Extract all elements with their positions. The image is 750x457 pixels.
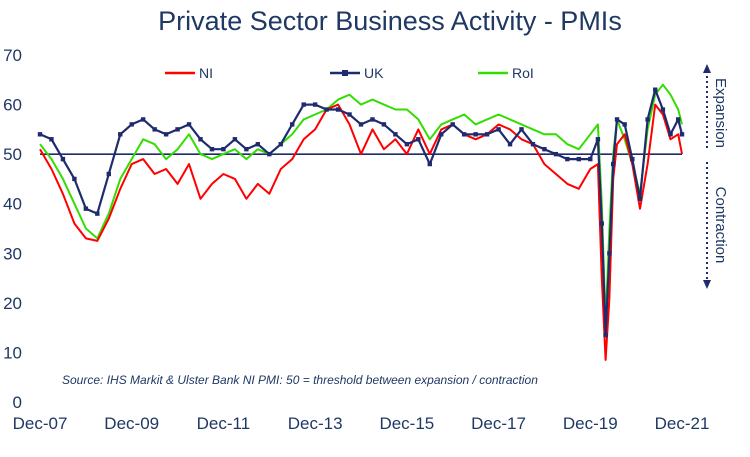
uk-marker: [152, 127, 157, 132]
uk-marker: [595, 137, 601, 142]
series-line-uk: [39, 88, 684, 337]
expansion-contraction-annotation: Expansion Contraction: [703, 64, 729, 289]
series-line-roi: [39, 83, 683, 324]
uk-marker: [473, 132, 478, 137]
uk-marker: [221, 146, 226, 152]
chart-title: Private Sector Business Activity - PMIs: [158, 6, 622, 36]
x-tick-label: Dec-17: [471, 414, 526, 433]
uk-marker: [614, 117, 620, 122]
uk-marker: [118, 132, 123, 137]
uk-marker: [519, 127, 524, 132]
uk-marker: [37, 132, 43, 137]
y-tick-label: 20: [3, 294, 22, 313]
uk-marker: [163, 132, 169, 137]
x-tick-label: Dec-09: [104, 414, 159, 433]
x-tick-label: Dec-19: [563, 414, 618, 433]
uk-marker: [278, 142, 283, 147]
uk-marker: [290, 122, 295, 127]
uk-marker: [653, 87, 658, 92]
y-tick-label: 0: [13, 393, 22, 412]
uk-marker: [72, 176, 77, 182]
uk-marker: [186, 122, 192, 127]
uk-marker: [484, 132, 490, 137]
uk-marker: [603, 332, 608, 338]
uk-marker: [427, 161, 432, 167]
expansion-arrowhead: [703, 64, 711, 73]
uk-marker: [358, 122, 364, 127]
series-group: [37, 83, 685, 361]
uk-marker: [679, 132, 685, 137]
uk-marker: [232, 137, 238, 142]
uk-marker: [439, 132, 444, 137]
x-tick-label: Dec-15: [379, 414, 434, 433]
legend: NI UK RoI: [165, 65, 534, 81]
uk-marker: [60, 156, 66, 162]
x-tick-label: Dec-13: [288, 414, 343, 433]
uk-marker: [49, 137, 54, 142]
uk-marker: [106, 171, 111, 177]
uk-marker: [312, 102, 318, 107]
uk-marker: [83, 206, 89, 211]
uk-marker: [507, 142, 513, 147]
uk-marker: [140, 117, 146, 122]
uk-marker: [611, 161, 616, 167]
x-tick-label: Dec-07: [13, 414, 68, 433]
uk-marker: [335, 107, 341, 112]
contraction-label: Contraction: [712, 187, 729, 264]
uk-marker: [450, 122, 455, 127]
uk-marker: [645, 117, 650, 122]
uk-marker: [542, 146, 547, 152]
uk-marker: [209, 146, 215, 152]
uk-marker: [381, 122, 387, 127]
uk-marker: [370, 117, 375, 122]
uk-marker: [668, 132, 673, 137]
y-tick-label: 40: [3, 195, 22, 214]
uk-marker: [588, 156, 593, 162]
y-tick-label: 10: [3, 343, 22, 362]
y-tick-label: 70: [3, 46, 22, 65]
uk-marker: [416, 137, 421, 142]
y-tick-label: 60: [3, 96, 22, 115]
legend-label-roi: RoI: [512, 65, 534, 81]
uk-marker: [404, 142, 410, 147]
uk-marker: [347, 112, 352, 117]
y-tick-label: 50: [3, 145, 22, 164]
uk-marker: [175, 127, 180, 132]
x-tick-label: Dec-21: [655, 414, 710, 433]
uk-marker: [255, 142, 261, 147]
uk-marker: [607, 251, 612, 256]
uk-marker: [530, 142, 536, 147]
legend-marker-uk: [342, 70, 348, 76]
uk-marker: [599, 221, 604, 226]
uk-marker: [576, 156, 582, 162]
x-tick-label: Dec-11: [197, 414, 251, 433]
uk-marker: [637, 196, 643, 201]
uk-marker: [95, 211, 100, 216]
expansion-label: Expansion: [712, 78, 729, 148]
uk-marker: [267, 151, 272, 157]
legend-label-ni: NI: [199, 65, 213, 81]
contraction-arrowhead: [703, 280, 711, 289]
uk-marker: [461, 132, 467, 137]
uk-marker: [198, 137, 203, 142]
uk-marker: [675, 117, 681, 122]
source-note: Source: IHS Markit & Ulster Bank NI PMI:…: [62, 373, 538, 387]
uk-marker: [565, 156, 570, 162]
uk-marker: [553, 151, 559, 157]
legend-label-uk: UK: [364, 65, 384, 81]
series-line-ni: [39, 103, 683, 361]
uk-marker: [301, 102, 306, 107]
axis-group: 0 10 20 30 40 50 60 70 Dec-07 Dec-09 Dec-11 Dec-13 D…: [3, 46, 709, 433]
uk-marker: [393, 132, 398, 137]
uk-marker: [660, 107, 666, 112]
uk-marker: [630, 156, 635, 162]
uk-marker: [622, 122, 627, 127]
uk-marker: [244, 146, 249, 152]
uk-marker: [324, 107, 329, 112]
y-tick-label: 30: [3, 244, 22, 263]
uk-marker: [129, 122, 134, 127]
uk-marker: [496, 127, 501, 132]
